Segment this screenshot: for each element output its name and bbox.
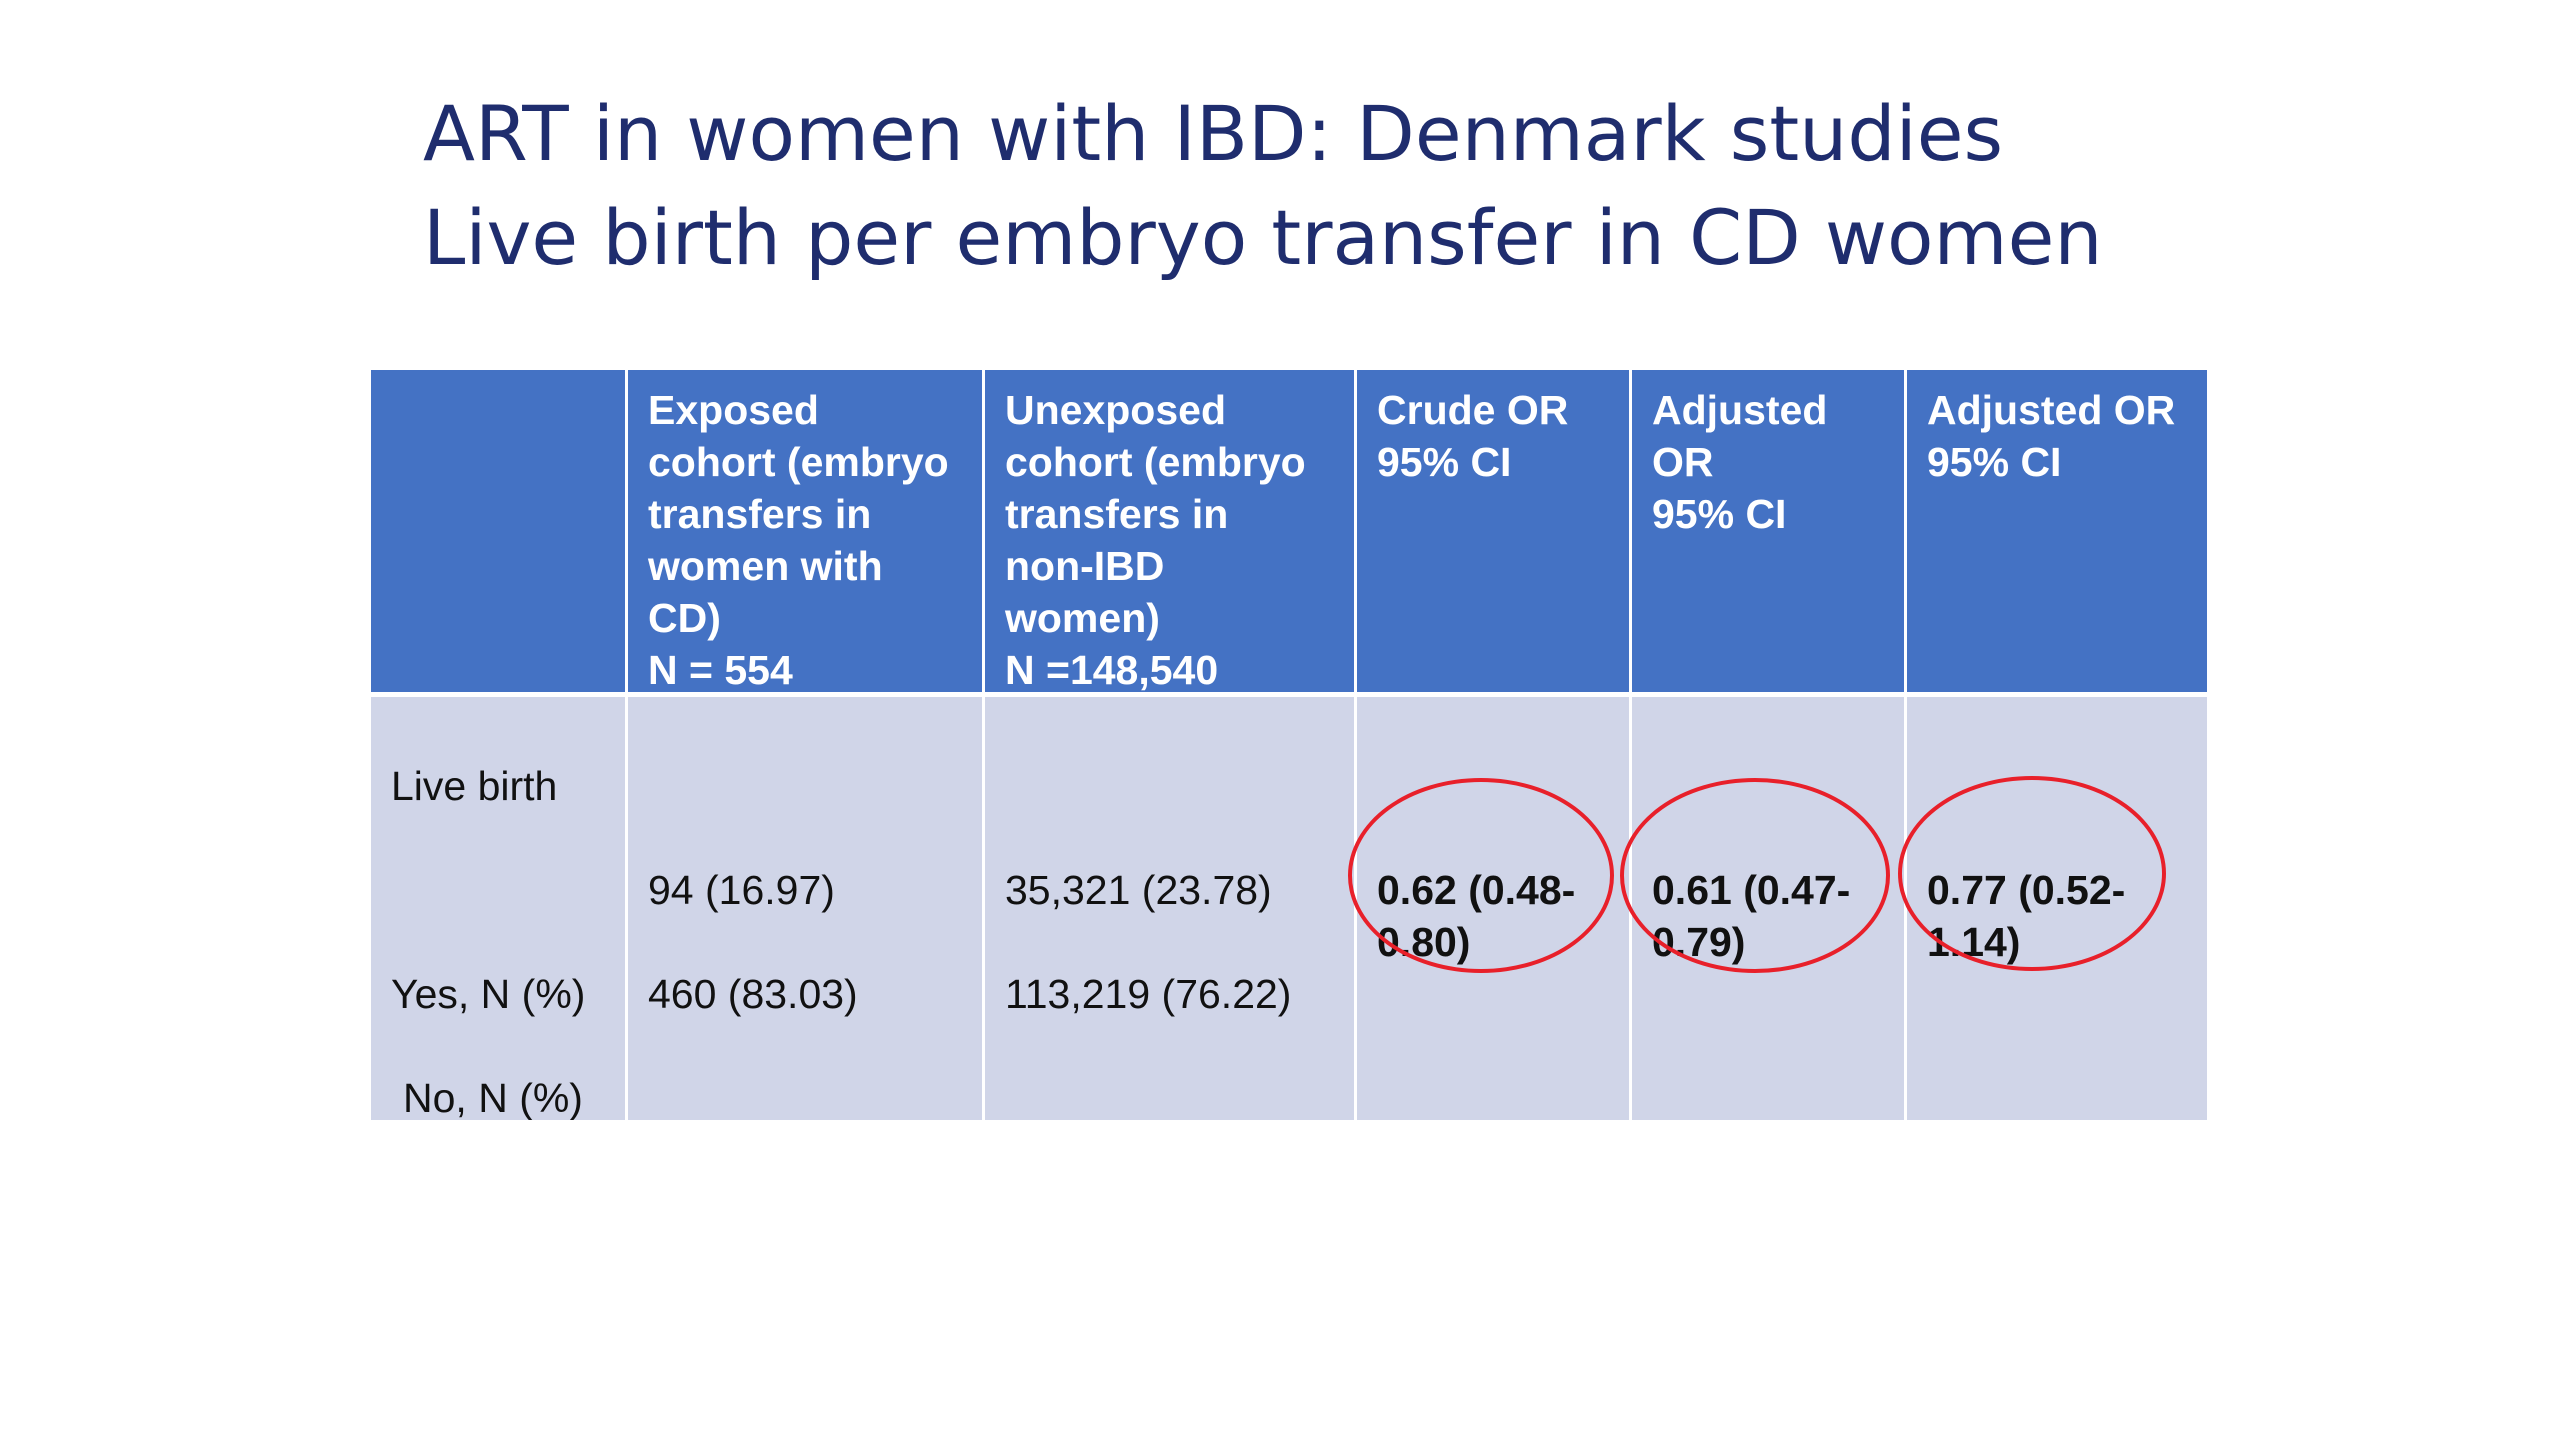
body-cell-adjusted-or-2: 0.77 (0.52- 1.14) — [1907, 697, 2207, 1120]
row-label-live-birth: Live birth — [391, 763, 558, 809]
header-cell-adjusted-or-2: Adjusted OR 95% CI — [1907, 370, 2207, 692]
adjusted-or-1-value: 0.61 (0.47- 0.79) — [1652, 867, 1851, 965]
header-cell-exposed-cohort: Exposed cohort (embryo transfers in wome… — [628, 370, 982, 692]
body-cell-crude-or: 0.62 (0.48- 0.80) — [1357, 697, 1629, 1120]
row-label-no: No, N (%) — [403, 1075, 583, 1120]
header-cell-empty — [371, 370, 625, 692]
slide-title: ART in women with IBD: Denmark studies L… — [423, 82, 2103, 290]
body-cell-exposed: 94 (16.97) 460 (83.03) — [628, 697, 982, 1120]
body-cell-adjusted-or-1: 0.61 (0.47- 0.79) — [1632, 697, 1904, 1120]
row-label-yes: Yes, N (%) — [391, 971, 586, 1017]
unexposed-no-value: 113,219 (76.22) — [1005, 971, 1292, 1017]
header-cell-adjusted-or-1: Adjusted OR 95% CI — [1632, 370, 1904, 692]
unexposed-yes-value: 35,321 (23.78) — [1005, 867, 1272, 913]
header-cell-unexposed-cohort: Unexposed cohort (embryo transfers in no… — [985, 370, 1354, 692]
exposed-yes-value: 94 (16.97) — [648, 867, 835, 913]
body-cell-unexposed: 35,321 (23.78) 113,219 (76.22) — [985, 697, 1354, 1120]
exposed-no-value: 460 (83.03) — [648, 971, 858, 1017]
body-cell-row-labels: Live birth Yes, N (%) No, N (%) — [371, 697, 625, 1120]
adjusted-or-2-value: 0.77 (0.52- 1.14) — [1927, 867, 2126, 965]
slide-title-line-1: ART in women with IBD: Denmark studies — [423, 89, 2004, 178]
crude-or-value: 0.62 (0.48- 0.80) — [1377, 867, 1576, 965]
header-cell-crude-or: Crude OR 95% CI — [1357, 370, 1629, 692]
slide-title-line-2: Live birth per embryo transfer in CD wom… — [423, 193, 2103, 282]
results-table: Exposed cohort (embryo transfers in wome… — [371, 370, 2207, 1120]
